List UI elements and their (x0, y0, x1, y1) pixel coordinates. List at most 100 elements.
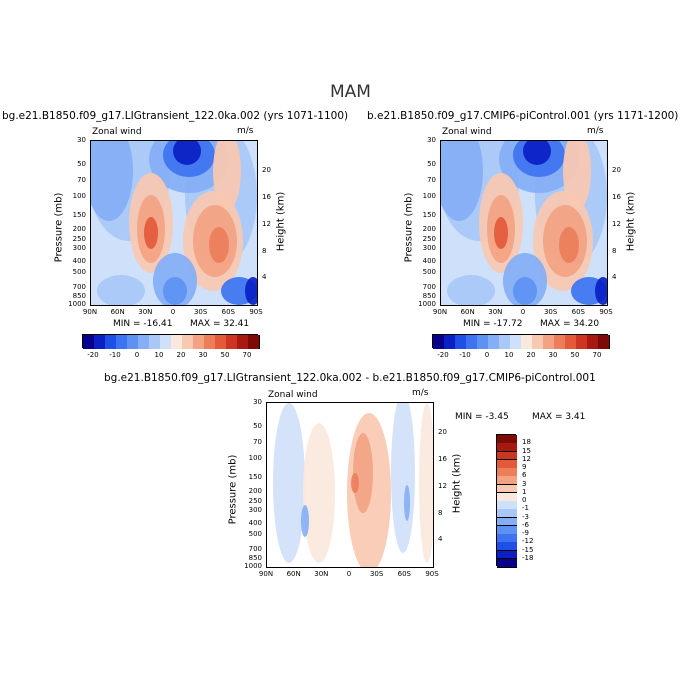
colorbar-label: 20 (526, 351, 536, 359)
y-tick-label: 700 (422, 283, 436, 292)
panel2-min: MIN = -17.72 (463, 319, 523, 329)
colorbar-label: -6 (522, 520, 529, 529)
colorbar-label: 30 (198, 351, 208, 359)
colorbar-swatch (554, 335, 566, 349)
colorbar-label: 0 (134, 351, 140, 359)
panel2-contour-field (441, 141, 607, 305)
y2-tick-label: 4 (262, 273, 267, 282)
y2-tick-label: 8 (612, 246, 617, 255)
colorbar-label: 0 (484, 351, 490, 359)
colorbar-label: 50 (570, 351, 580, 359)
y-tick-label: 70 (253, 437, 262, 446)
sh-jet-core (209, 227, 229, 263)
colorbar-swatch (576, 335, 588, 349)
y-tick-label: 500 (72, 267, 86, 276)
panel1-plot (90, 140, 258, 306)
sh-surface-core (245, 277, 257, 305)
y2-tick-label: 12 (262, 219, 271, 228)
colorbar-label: 10 (504, 351, 514, 359)
colorbar-label: -10 (109, 351, 121, 359)
diff-band-midlat (303, 423, 335, 563)
colorbar-swatch (105, 335, 117, 349)
nh-surface-band (447, 275, 495, 305)
colorbar-label: 9 (522, 463, 527, 471)
x-tick-label: 60N (460, 308, 475, 316)
panel1-left-label: Zonal wind (92, 127, 142, 137)
y-tick-label: 100 (422, 192, 436, 201)
y2-tick-label: 12 (612, 219, 621, 228)
y2-tick-label: 4 (438, 535, 443, 544)
x-tick-label: 60N (110, 308, 125, 316)
colorbar-swatch (226, 335, 238, 349)
y-tick-label: 1000 (418, 300, 436, 308)
colorbar-label: 3 (522, 479, 527, 488)
colorbar-swatch (587, 335, 599, 349)
y-tick-label: 30 (427, 136, 436, 144)
panel1-right-label: m/s (237, 126, 254, 136)
colorbar-swatch (182, 335, 194, 349)
y-tick-label: 400 (422, 257, 436, 266)
x-tick-label: 60S (571, 308, 585, 316)
colorbar-swatch (499, 335, 511, 349)
y-tick-label: 500 (422, 267, 436, 276)
colorbar-swatch (598, 335, 610, 349)
panel3-right-label: m/s (412, 388, 429, 398)
x-tick-label: 0 (346, 570, 352, 578)
y2-tick-label: 8 (438, 508, 443, 517)
colorbar-swatch (510, 335, 522, 349)
y-tick-label: 1000 (68, 300, 86, 308)
y-tick-label: 70 (77, 175, 86, 184)
y-tick-label: 50 (77, 159, 86, 168)
colorbar-label: -10 (459, 351, 471, 359)
y-tick-label: 300 (72, 243, 86, 252)
y-tick-label: 250 (422, 235, 436, 244)
colorbar-label: 10 (154, 351, 164, 359)
y-tick-label: 400 (248, 519, 262, 528)
colorbar-swatch (565, 335, 577, 349)
x-tick-label: 60S (221, 308, 235, 316)
season-title: MAM (330, 82, 371, 102)
colorbar-swatch (248, 335, 260, 349)
colorbar-label: 0 (522, 496, 527, 504)
diff-band-north (273, 403, 305, 563)
x-tick-label: 30S (193, 308, 208, 316)
y2-tick-label: 20 (262, 166, 271, 175)
tropical-easterly-core (163, 277, 187, 305)
panel1-contour-field (91, 141, 257, 305)
colorbar-label: 70 (592, 351, 602, 359)
y2-tick-label: 20 (438, 428, 447, 437)
x-tick-label: 90N (82, 308, 98, 316)
colorbar-swatch (477, 335, 489, 349)
sh-jet-core (559, 227, 579, 263)
x-tick-label: 30N (488, 308, 503, 316)
y-tick-label: 150 (422, 211, 436, 220)
colorbar-swatch (83, 335, 95, 349)
nh-jet-core (144, 217, 158, 249)
polar-easterly-core (523, 141, 551, 165)
x-tick-label: 60N (286, 570, 301, 578)
panel2-left-label: Zonal wind (442, 127, 492, 137)
colorbar-swatch (193, 335, 205, 349)
colorbar-swatch (204, 335, 216, 349)
north-easterly-outer (441, 141, 483, 221)
colorbar-swatch (149, 335, 161, 349)
y-tick-label: 100 (248, 454, 262, 463)
x-tick-label: 30S (543, 308, 558, 316)
nh-jet-core (494, 217, 508, 249)
y-tick-label: 50 (427, 159, 436, 168)
y2-tick-label: 4 (612, 273, 617, 282)
y-tick-label: 500 (248, 529, 262, 538)
y-tick-label: 850 (248, 554, 262, 563)
colorbar-label: -15 (522, 545, 534, 554)
diff-edge-south (419, 403, 433, 563)
y-tick-label: 700 (248, 545, 262, 554)
y-tick-label: 50 (253, 421, 262, 430)
colorbar-swatch (127, 335, 139, 349)
north-easterly-outer (91, 141, 133, 221)
x-tick-label: 0 (520, 308, 526, 316)
y-tick-label: 70 (427, 175, 436, 184)
y-tick-label: 200 (72, 224, 86, 233)
colorbar-label: -1 (522, 504, 529, 513)
y2-tick-label: 12 (438, 481, 447, 490)
y-tick-label: 30 (253, 398, 262, 406)
